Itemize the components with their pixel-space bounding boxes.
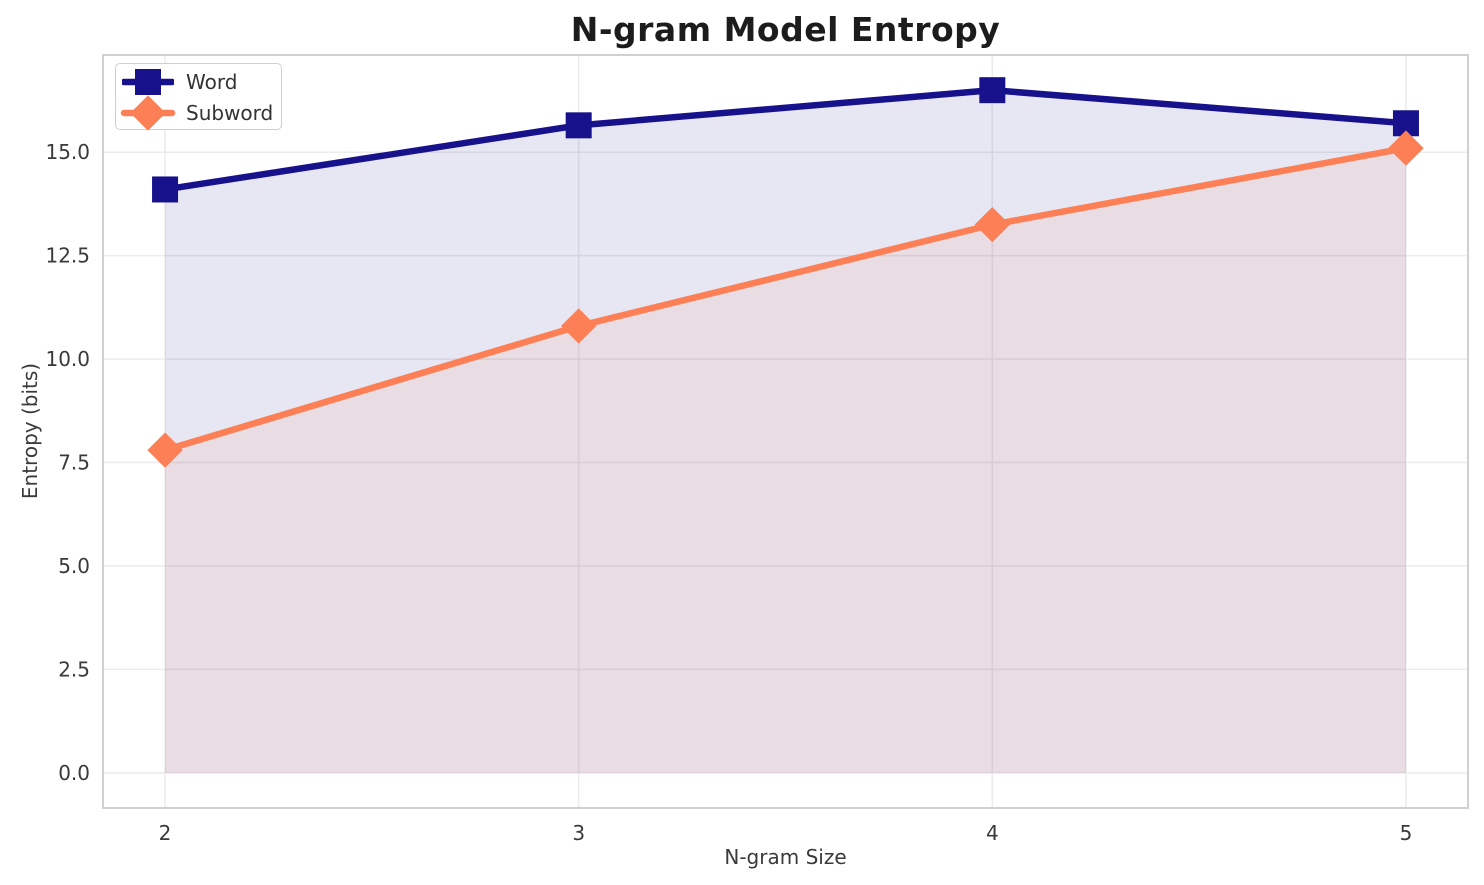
legend-item-subword: Subword bbox=[120, 94, 277, 131]
x-axis-label: N-gram Size bbox=[724, 845, 847, 869]
y-tick-label: 10.0 bbox=[45, 347, 90, 371]
subword-diamond-marker bbox=[561, 308, 597, 344]
word-area-fill bbox=[165, 90, 1406, 773]
x-tick-label: 5 bbox=[1400, 821, 1413, 845]
subword-diamond-marker bbox=[147, 432, 183, 468]
word-line bbox=[161, 86, 1410, 193]
word-square-marker bbox=[152, 176, 179, 203]
word-line-marker-sample bbox=[122, 68, 174, 95]
word-square-marker bbox=[565, 112, 592, 139]
y-tick-label: 7.5 bbox=[58, 451, 90, 475]
y-tick-label: 0.0 bbox=[58, 761, 90, 785]
subword-line bbox=[161, 144, 1410, 454]
subword-line-marker-sample bbox=[120, 94, 176, 131]
y-tick-label: 2.5 bbox=[58, 657, 90, 681]
x-tick-label: 3 bbox=[572, 821, 585, 845]
subword-area-fill bbox=[165, 148, 1406, 773]
x-tick-label: 4 bbox=[986, 821, 999, 845]
y-axis-label: Entropy (bits) bbox=[18, 362, 42, 500]
x-tick-label: 2 bbox=[159, 821, 172, 845]
legend-label-word: Word bbox=[186, 69, 238, 94]
chart-title: N-gram Model Entropy bbox=[570, 10, 1001, 49]
legend-label-subword: Subword bbox=[186, 100, 274, 125]
word-square-marker-icon bbox=[135, 68, 161, 95]
legend-item-word: Word bbox=[120, 66, 277, 97]
subword-diamond-marker-icon bbox=[130, 94, 166, 131]
legend: Word Subword bbox=[115, 63, 282, 131]
word-square-marker bbox=[979, 77, 1006, 104]
y-tick-label: 12.5 bbox=[45, 244, 90, 268]
y-tick-label: 15.0 bbox=[45, 140, 90, 164]
subword-diamond-marker bbox=[974, 206, 1010, 243]
plot-border bbox=[102, 54, 1469, 809]
y-tick-label: 5.0 bbox=[58, 554, 90, 578]
